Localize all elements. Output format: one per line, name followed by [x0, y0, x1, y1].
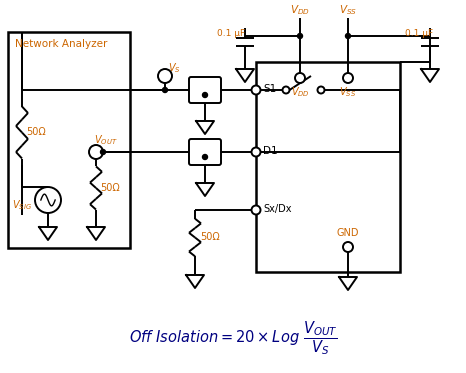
Text: Sx/Dx: Sx/Dx — [263, 204, 292, 214]
Polygon shape — [421, 69, 439, 82]
Polygon shape — [196, 121, 214, 134]
Circle shape — [317, 87, 324, 94]
Circle shape — [203, 154, 207, 160]
Text: D1: D1 — [263, 146, 278, 156]
Circle shape — [35, 187, 61, 213]
Text: $V_S$: $V_S$ — [168, 61, 181, 75]
Text: $V_{SS}$: $V_{SS}$ — [339, 3, 357, 17]
Circle shape — [345, 34, 350, 38]
Text: $V_{OUT}$: $V_{OUT}$ — [94, 133, 117, 147]
Circle shape — [101, 150, 105, 154]
Circle shape — [252, 206, 260, 214]
Circle shape — [158, 69, 172, 83]
Text: Network Analyzer: Network Analyzer — [15, 39, 107, 49]
Text: 50Ω: 50Ω — [200, 232, 220, 242]
Circle shape — [297, 34, 302, 38]
Text: S1: S1 — [263, 84, 276, 94]
Polygon shape — [236, 69, 254, 82]
Text: 50Ω: 50Ω — [26, 127, 46, 137]
Circle shape — [343, 73, 353, 83]
Circle shape — [252, 85, 260, 94]
Bar — [8, 32, 130, 248]
Text: 0.1 μF: 0.1 μF — [217, 28, 245, 38]
Text: $V_{SS}$: $V_{SS}$ — [339, 85, 356, 99]
Polygon shape — [339, 277, 357, 290]
Text: 50Ω: 50Ω — [100, 183, 120, 193]
Polygon shape — [39, 227, 57, 240]
Text: $\mathit{Off\ Isolation} = 20 \times \mathit{Log}\ \dfrac{V_{OUT}}{V_S}$: $\mathit{Off\ Isolation} = 20 \times \ma… — [129, 319, 337, 357]
Circle shape — [203, 93, 207, 97]
Circle shape — [282, 87, 289, 94]
Text: $V_{DD}$: $V_{DD}$ — [290, 3, 310, 17]
Text: 0.1 μF: 0.1 μF — [405, 28, 433, 38]
Text: $V_{SIG}$: $V_{SIG}$ — [12, 198, 32, 212]
Text: GND: GND — [337, 228, 359, 238]
Circle shape — [163, 88, 167, 93]
Circle shape — [89, 145, 103, 159]
Text: $V_{DD}$: $V_{DD}$ — [291, 85, 309, 99]
FancyBboxPatch shape — [189, 139, 221, 165]
Polygon shape — [196, 183, 214, 196]
Circle shape — [252, 147, 260, 157]
Bar — [256, 62, 400, 272]
FancyBboxPatch shape — [189, 77, 221, 103]
Polygon shape — [186, 275, 204, 288]
Circle shape — [343, 242, 353, 252]
Polygon shape — [87, 227, 105, 240]
Circle shape — [295, 73, 305, 83]
